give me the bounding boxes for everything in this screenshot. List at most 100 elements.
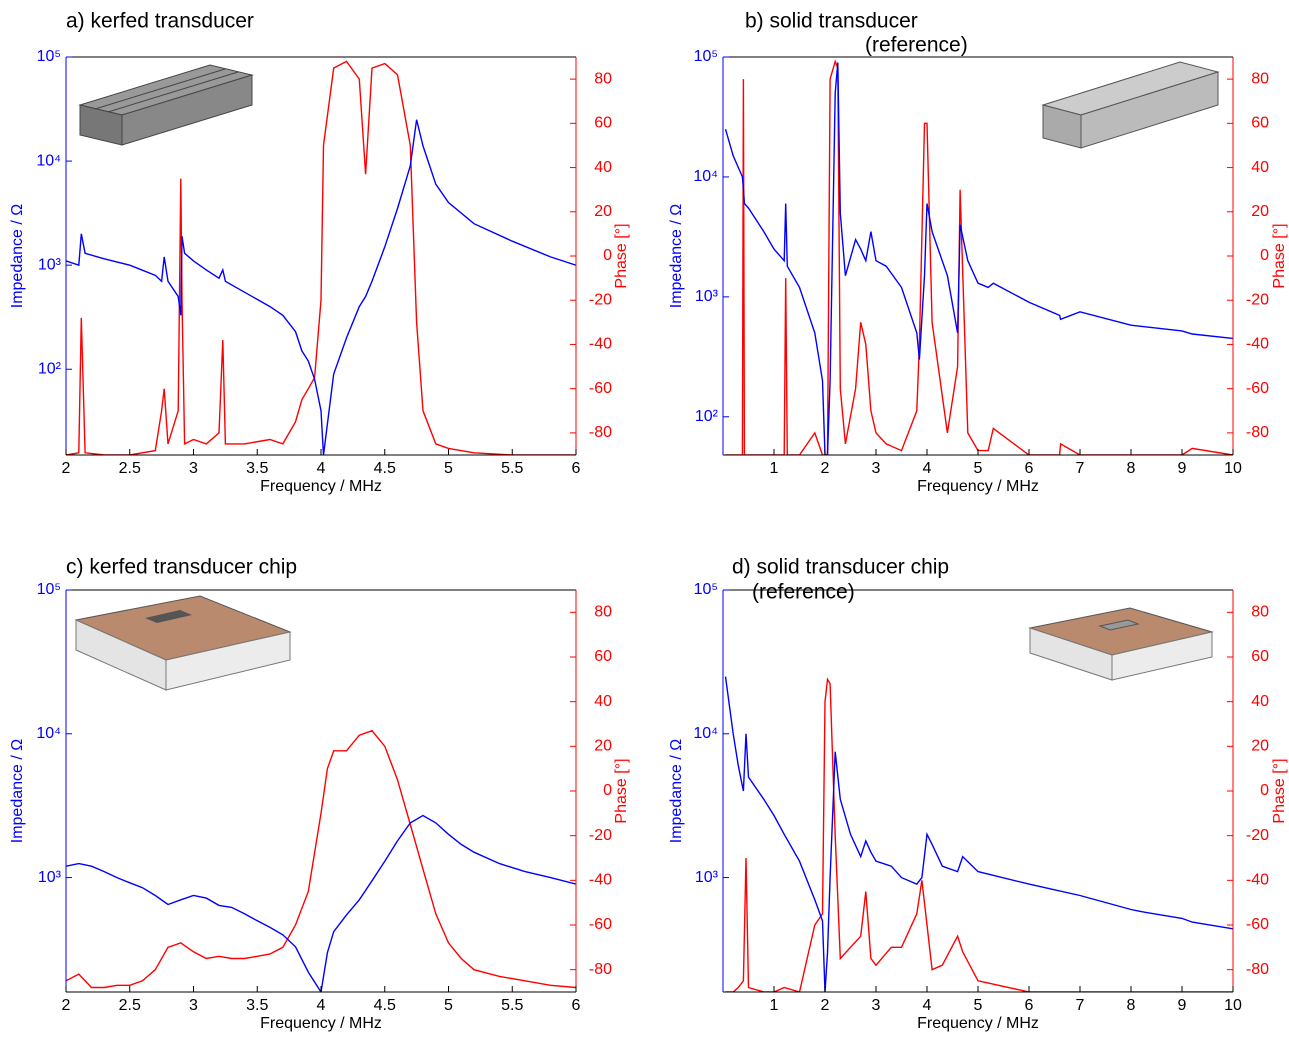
y2-tick-label: -80 [1246, 424, 1269, 441]
y2-tick-label: -40 [589, 336, 612, 353]
x-tick-label: 4.5 [374, 997, 396, 1014]
y2-tick-label: -20 [589, 291, 612, 308]
x-tick-label: 9 [1178, 460, 1187, 477]
y2-tick-label: 40 [594, 693, 612, 710]
panel-title: a) kerfed transducer [66, 10, 254, 33]
x-tick-label: 5 [974, 460, 983, 477]
x-tick-label: 5 [444, 460, 453, 477]
x-axis-label: Frequency / MHz [917, 478, 1039, 495]
y2-tick-label: 0 [1260, 782, 1269, 799]
y2-tick-label: -20 [589, 827, 612, 844]
y2-tick-label: 20 [594, 203, 612, 220]
x-tick-label: 2 [821, 460, 830, 477]
panel-title: c) kerfed transducer chip [66, 556, 297, 579]
x-tick-label: 6 [1025, 997, 1034, 1014]
y2-tick-label: -40 [589, 872, 612, 889]
panel-title: b) solid transducer [745, 10, 918, 33]
y-tick-label: 10³ [695, 869, 719, 886]
y2-tick-label: -20 [1246, 291, 1269, 308]
y-tick-label: 10² [695, 408, 719, 425]
y2-tick-label: 60 [1251, 115, 1269, 132]
y2-axis-label: Phase [°] [1271, 758, 1288, 823]
y-tick-label: 10² [38, 360, 62, 377]
x-axis-label: Frequency / MHz [260, 478, 382, 495]
x-tick-label: 4 [923, 997, 932, 1014]
x-tick-label: 4 [317, 997, 326, 1014]
x-tick-label: 5.5 [501, 997, 523, 1014]
y2-tick-label: 80 [594, 604, 612, 621]
y2-tick-label: 40 [1251, 693, 1269, 710]
y-tick-label: 10⁵ [694, 581, 718, 598]
y2-tick-label: 0 [603, 247, 612, 264]
x-tick-label: 3.5 [246, 460, 268, 477]
y2-tick-label: 60 [1251, 648, 1269, 665]
y2-axis-label: Phase [°] [613, 758, 630, 823]
inset-solid-chip [1030, 608, 1212, 680]
x-tick-label: 2 [62, 997, 71, 1014]
x-tick-label: 9 [1178, 997, 1187, 1014]
y2-tick-label: -60 [1246, 916, 1269, 933]
x-tick-label: 5 [974, 997, 983, 1014]
y2-axis-label: Phase [°] [1271, 223, 1288, 288]
x-tick-label: 2 [821, 997, 830, 1014]
figure: a) kerfed transducer 2 2.5 3 3.5 4 4.5 5 5.5 6 10²… [0, 0, 1289, 1037]
y2-tick-label: -40 [1246, 872, 1269, 889]
y-axis-label: Impedance / Ω [9, 739, 26, 844]
panel-title: d) solid transducer chip [732, 556, 949, 579]
series-line [66, 731, 576, 988]
x-tick-label: 10 [1224, 997, 1242, 1014]
y2-tick-label: -80 [589, 961, 612, 978]
y2-tick-label: 60 [594, 115, 612, 132]
y2-tick-label: 20 [594, 738, 612, 755]
y2-tick-label: -60 [589, 380, 612, 397]
y2-tick-label: 20 [1251, 738, 1269, 755]
y2-tick-label: 60 [594, 648, 612, 665]
y2-tick-label: -40 [1246, 336, 1269, 353]
x-tick-label: 8 [1127, 997, 1136, 1014]
x-tick-label: 4 [317, 460, 326, 477]
series-line [66, 816, 576, 993]
panel-subtitle: (reference) [865, 34, 968, 57]
x-tick-label: 7 [1076, 460, 1085, 477]
x-tick-label: 6 [572, 460, 581, 477]
panel-subtitle: (reference) [752, 581, 855, 604]
x-tick-label: 2 [62, 460, 71, 477]
x-tick-label: 3 [189, 460, 198, 477]
x-axis-label: Frequency / MHz [260, 1015, 382, 1032]
x-tick-label: 4.5 [374, 460, 396, 477]
x-tick-label: 3 [872, 460, 881, 477]
x-tick-label: 1 [770, 460, 779, 477]
y-tick-label: 10⁴ [36, 152, 61, 169]
y-tick-label: 10⁵ [37, 48, 61, 65]
y2-tick-label: 80 [1251, 70, 1269, 87]
y-tick-label: 10⁴ [693, 725, 718, 742]
x-tick-label: 5 [444, 997, 453, 1014]
x-tick-label: 4 [923, 460, 932, 477]
y-axis-label: Impedance / Ω [668, 739, 685, 844]
x-tick-label: 10 [1224, 460, 1242, 477]
series-line [726, 677, 1234, 992]
y2-tick-label: 0 [1260, 247, 1269, 264]
y2-tick-label: 0 [603, 782, 612, 799]
y-tick-label: 10³ [38, 869, 62, 886]
y-tick-label: 10⁵ [694, 48, 718, 65]
y-axis-label: Impedance / Ω [668, 204, 685, 309]
y-axis-label: Impedance / Ω [9, 204, 26, 309]
y2-tick-label: 40 [594, 159, 612, 176]
y2-tick-label: -80 [589, 424, 612, 441]
inset-kerfed [80, 65, 252, 145]
y-tick-label: 10⁵ [37, 581, 61, 598]
y2-tick-label: 80 [1251, 604, 1269, 621]
x-tick-label: 6 [1025, 460, 1034, 477]
x-tick-label: 3 [872, 997, 881, 1014]
x-axis-label: Frequency / MHz [917, 1015, 1039, 1032]
x-tick-label: 1 [770, 997, 779, 1014]
x-tick-label: 8 [1127, 460, 1136, 477]
x-tick-label: 2.5 [119, 460, 141, 477]
y2-tick-label: 40 [1251, 159, 1269, 176]
y2-axis-label: Phase [°] [613, 223, 630, 288]
y2-tick-label: -80 [1246, 961, 1269, 978]
y2-tick-label: 20 [1251, 203, 1269, 220]
y-tick-label: 10⁴ [36, 725, 61, 742]
y2-tick-label: -60 [589, 916, 612, 933]
